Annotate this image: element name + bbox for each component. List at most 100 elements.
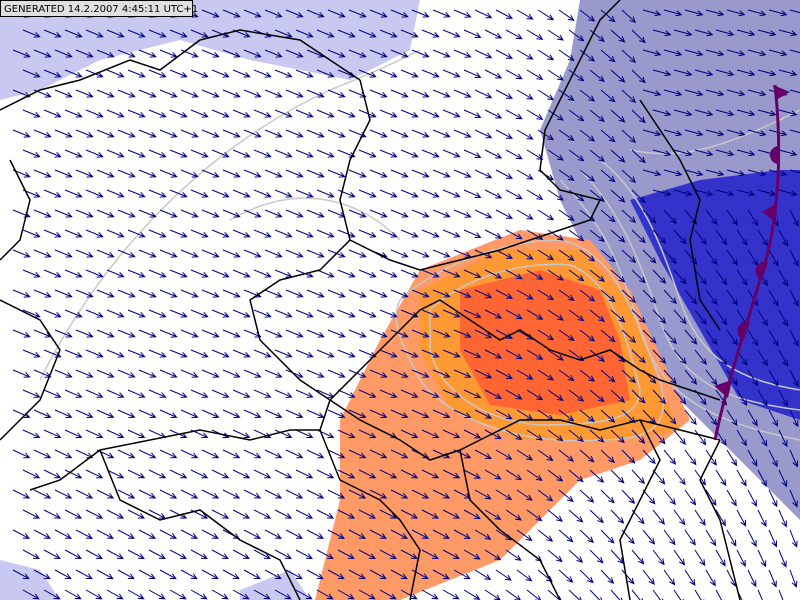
wind-arrow	[526, 509, 543, 522]
wind-arrow	[316, 589, 334, 600]
wind-arrow	[295, 189, 314, 198]
wind-arrow	[474, 169, 493, 179]
wind-arrow	[33, 369, 52, 378]
wind-arrow	[295, 469, 314, 479]
wind-arrow	[453, 89, 472, 98]
wind-arrow	[12, 289, 31, 298]
wind-arrow	[54, 369, 73, 378]
wind-arrow	[96, 529, 115, 539]
wind-arrow	[222, 249, 241, 258]
wind-arrow	[442, 469, 461, 479]
wind-arrow	[600, 89, 616, 103]
wind-arrow	[715, 229, 728, 246]
wind-arrow	[642, 569, 655, 586]
wind-arrow	[526, 309, 544, 320]
wind-arrow	[484, 549, 502, 561]
wind-arrow	[684, 329, 698, 345]
wind-arrow	[474, 449, 492, 459]
wind-arrow	[526, 469, 543, 481]
wind-arrow	[33, 289, 52, 298]
wind-arrow	[285, 449, 304, 459]
wind-arrow	[736, 189, 756, 197]
wind-arrow	[474, 529, 492, 540]
wind-arrow	[568, 69, 585, 82]
wind-arrow	[568, 189, 585, 202]
wind-arrow	[516, 129, 534, 140]
wind-arrow	[327, 49, 346, 58]
wind-arrow	[537, 289, 555, 301]
wind-arrow	[694, 309, 707, 325]
wind-arrow	[54, 569, 72, 580]
wind-arrow	[663, 9, 683, 17]
wind-arrow	[547, 549, 563, 563]
wind-arrow	[421, 469, 440, 479]
wind-arrow	[316, 29, 335, 38]
wind-arrow	[348, 409, 367, 418]
wind-arrow	[327, 449, 346, 459]
wind-arrow	[558, 129, 575, 142]
wind-arrow	[726, 529, 737, 547]
border	[329, 299, 721, 401]
wind-arrow	[516, 449, 534, 461]
wind-arrow	[96, 169, 115, 178]
wind-arrow	[736, 69, 756, 77]
wind-arrow	[33, 449, 52, 459]
wind-arrow	[663, 329, 677, 345]
wind-arrow	[190, 349, 209, 358]
wind-arrow	[505, 69, 523, 80]
wind-arrow	[117, 209, 136, 218]
wind-arrow	[526, 389, 544, 401]
wind-arrow	[495, 369, 513, 380]
wind-arrow	[673, 109, 693, 117]
wind-arrow	[201, 489, 220, 499]
wind-arrow	[526, 269, 544, 280]
wind-arrow	[43, 229, 62, 238]
wind-arrow	[159, 89, 178, 98]
wind-arrow	[85, 429, 104, 439]
border	[329, 399, 721, 461]
wind-arrow	[306, 209, 325, 218]
wind-arrow	[22, 29, 41, 38]
wind-arrow	[12, 529, 31, 539]
wind-arrow	[411, 329, 430, 338]
wind-arrow	[474, 329, 493, 339]
wind-arrow	[306, 249, 325, 258]
wind-arrow	[379, 389, 398, 398]
contour	[229, 197, 401, 241]
wind-arrow	[148, 269, 167, 278]
wind-arrow	[474, 369, 493, 379]
wind-arrow	[85, 469, 104, 479]
wind-arrow	[75, 329, 94, 338]
wind-arrow	[684, 129, 704, 137]
wind-arrow	[180, 529, 199, 539]
wind-arrow	[33, 489, 52, 499]
wind-arrow	[621, 369, 636, 384]
wind-arrow	[631, 469, 645, 485]
wind-arrow	[589, 309, 605, 322]
wind-arrow	[169, 109, 188, 118]
wind-arrow	[64, 389, 83, 398]
wind-arrow	[684, 569, 696, 587]
wind-arrow	[432, 169, 451, 178]
wind-arrow	[75, 489, 94, 499]
wind-arrow	[747, 129, 767, 137]
wind-arrow	[589, 149, 605, 162]
wind-arrow	[316, 549, 334, 559]
wind-arrow	[432, 529, 451, 539]
wind-arrow	[232, 509, 251, 519]
wind-arrow	[715, 309, 728, 326]
wind-arrow	[243, 169, 262, 178]
wind-arrow	[169, 389, 188, 398]
wind-arrow	[211, 389, 230, 398]
wind-arrow	[85, 589, 103, 600]
wind-arrow	[642, 249, 657, 264]
wind-arrow	[600, 329, 616, 343]
front-semicircle	[737, 321, 750, 340]
wind-arrow	[789, 449, 799, 468]
wind-arrow	[12, 489, 31, 499]
wind-arrow	[768, 529, 778, 548]
wind-arrow	[600, 9, 616, 23]
wind-arrow	[327, 489, 346, 499]
wind-arrow	[358, 429, 377, 439]
wind-arrow	[400, 589, 418, 600]
